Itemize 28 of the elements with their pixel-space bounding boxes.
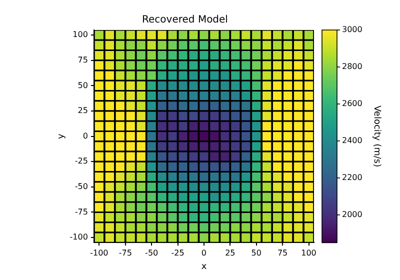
y-tick-label: -100 (70, 232, 88, 242)
y-tick-label: 100 (72, 30, 88, 40)
x-tick-label: 0 (201, 248, 207, 258)
y-tick-label: -75 (74, 207, 88, 216)
x-tick-label: -100 (90, 248, 108, 258)
y-axis-title: y (56, 132, 67, 139)
color-bar-label: 2200 (342, 172, 362, 182)
x-axis-title: x (201, 262, 208, 272)
x-tick-label: 50 (251, 248, 262, 258)
color-bar-title: Velocity (m/s) (372, 105, 382, 168)
y-tick-label: 75 (78, 55, 88, 64)
x-tick-label: -75 (118, 248, 132, 258)
y-tick-label: 25 (78, 106, 88, 116)
chart-title: Recovered Model (142, 14, 228, 26)
y-tick-label: 50 (78, 80, 88, 90)
y-tick-label: -50 (74, 182, 88, 191)
color-bar-label: 2600 (342, 99, 362, 108)
x-tick-label: -25 (171, 248, 184, 258)
x-tick-label: 75 (277, 248, 288, 258)
x-tick-label: 25 (225, 248, 236, 258)
y-tick-label: 0 (82, 131, 88, 140)
color-bar-label: 2800 (342, 62, 362, 72)
color-bar-label: 3000 (342, 25, 362, 34)
color-bar-label: 2400 (342, 136, 362, 145)
x-tick-label: 100 (301, 248, 316, 258)
color-bar-label: 2000 (342, 210, 362, 219)
x-tick-label: -50 (145, 248, 158, 258)
y-tick-label: -25 (74, 156, 88, 166)
